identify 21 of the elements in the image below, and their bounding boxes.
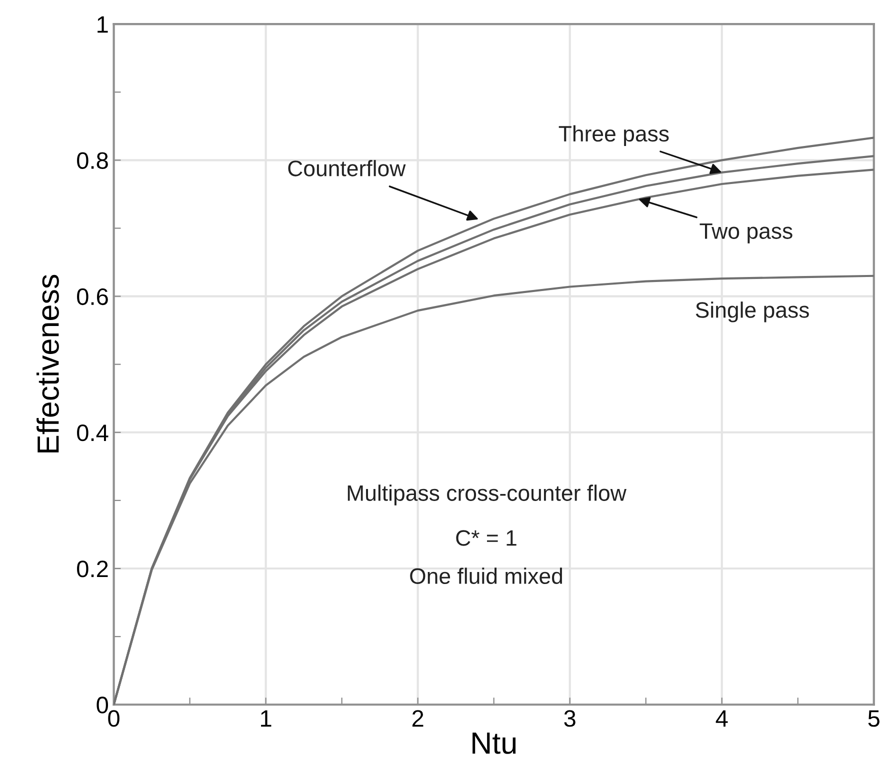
annotation: C* = 1 xyxy=(456,530,516,546)
y-tick-label: 0.4 xyxy=(77,424,108,442)
y-tick-label: 0.6 xyxy=(77,288,108,306)
x-axis-title: Ntu xyxy=(472,732,516,754)
x-tick-label: 2 xyxy=(412,710,424,727)
y-tick-label: 0.2 xyxy=(77,560,108,578)
x-tick-label: 5 xyxy=(868,710,880,727)
x-tick-label: 1 xyxy=(261,710,272,727)
x-tick-label: 0 xyxy=(108,710,120,727)
y-axis-title: Effectiveness xyxy=(36,274,59,452)
annotation: Three pass xyxy=(558,125,669,146)
y-tick-label: 1 xyxy=(98,16,108,33)
annotation: Two pass xyxy=(700,223,792,244)
annotation: Single pass xyxy=(696,302,809,322)
annotation: Multipass cross-counter flow xyxy=(348,484,626,506)
y-tick-label: 0.8 xyxy=(77,152,108,169)
y-tick-label: 0 xyxy=(96,696,108,714)
x-tick-label: 3 xyxy=(564,710,576,727)
annotation: Counterflow xyxy=(288,160,406,176)
x-tick-label: 4 xyxy=(716,710,728,727)
annotation: One fluid mixed xyxy=(410,568,562,584)
